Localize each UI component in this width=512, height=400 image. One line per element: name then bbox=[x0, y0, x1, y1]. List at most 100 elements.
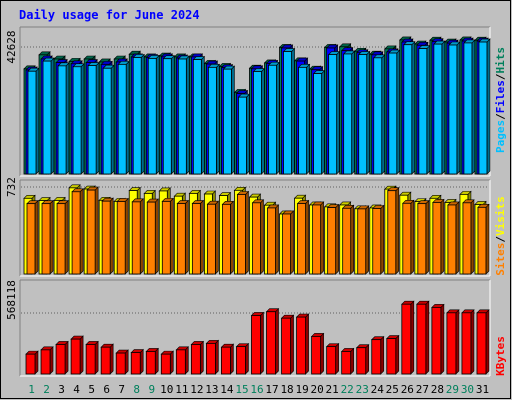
visits-bar-sites-side bbox=[455, 201, 460, 275]
hits-bar-pages bbox=[177, 55, 191, 175]
kbytes-bar-side bbox=[485, 309, 490, 375]
kbytes-bar bbox=[145, 347, 159, 375]
hits-bar-pages-face bbox=[328, 54, 338, 175]
hits-bar-pages-side bbox=[351, 50, 355, 175]
kbytes-bar-side bbox=[185, 346, 189, 375]
visits-bar-sites-side bbox=[425, 199, 430, 275]
hits-bar-pages-face bbox=[57, 65, 67, 175]
hits-bar-pages bbox=[87, 61, 100, 175]
visits-bar-sites bbox=[356, 205, 370, 275]
kbytes-bar-face bbox=[311, 336, 322, 375]
hits-bar-pages-face bbox=[448, 44, 458, 175]
kbytes-bar-face bbox=[160, 353, 171, 375]
hits-bar-pages bbox=[42, 57, 55, 175]
hits-bar-pages bbox=[252, 67, 266, 175]
hits-bar-pages-side bbox=[456, 41, 461, 175]
hits-bar-pages-face bbox=[27, 70, 37, 175]
hits-bar-pages-face bbox=[72, 66, 82, 175]
hits-bar-pages bbox=[418, 44, 431, 175]
hits-bar-pages-side bbox=[291, 47, 295, 175]
visits-bar-sites-side bbox=[410, 199, 415, 275]
day-label: 2 bbox=[43, 383, 50, 396]
day-label: 18 bbox=[280, 383, 293, 396]
hits-bar-pages-side bbox=[170, 54, 175, 175]
kbytes-bar bbox=[85, 340, 99, 375]
kbytes-bar-face bbox=[190, 344, 201, 375]
hits-bar-pages-side bbox=[426, 44, 431, 175]
day-label: 11 bbox=[175, 383, 188, 396]
kbytes-bar-side bbox=[169, 350, 174, 375]
day-label: 12 bbox=[190, 383, 203, 396]
hits-bar-pages-face bbox=[42, 60, 52, 175]
visits-bar-sites-side bbox=[380, 204, 385, 275]
visits-bar-sites-side bbox=[154, 198, 159, 275]
visits-bar-sites bbox=[41, 199, 54, 275]
kbytes-bar-face bbox=[205, 342, 216, 375]
visits-bar-sites-face bbox=[237, 194, 246, 275]
hits-bar-pages bbox=[117, 60, 130, 175]
kbytes-bar-face bbox=[476, 312, 487, 375]
hits-bar-pages bbox=[327, 50, 341, 175]
hits-bar-pages bbox=[312, 69, 326, 175]
kbytes-bar-side bbox=[154, 347, 159, 375]
kbytes-bar bbox=[190, 340, 205, 375]
kbytes-bar-face bbox=[40, 349, 51, 375]
kbytes-bar-side bbox=[124, 349, 129, 375]
day-label: 14 bbox=[220, 383, 234, 396]
visits-bar-sites bbox=[266, 204, 280, 275]
hits-bar-pages-face bbox=[147, 58, 157, 175]
hits-bar-pages-face bbox=[253, 71, 262, 175]
kbytes-bar bbox=[160, 350, 175, 375]
visits-axis-label-part: Visits bbox=[494, 196, 507, 236]
hits-bar-pages-face bbox=[223, 68, 232, 175]
hits-bar-pages bbox=[463, 39, 476, 175]
visits-bar-sites bbox=[281, 210, 295, 275]
day-label: 16 bbox=[250, 383, 263, 396]
kbytes-bar-side bbox=[395, 334, 400, 375]
visits-bar-sites-side bbox=[64, 199, 69, 275]
hits-bar-pages bbox=[373, 54, 386, 175]
visits-bar-sites-side bbox=[185, 199, 189, 275]
kbytes-bar bbox=[55, 340, 69, 375]
visits-bar-sites bbox=[341, 204, 355, 275]
day-label: 3 bbox=[58, 383, 65, 396]
visits-bar-sites-face bbox=[282, 213, 291, 275]
visits-bar-sites-face bbox=[206, 203, 216, 275]
hits-bar-pages-face bbox=[433, 43, 443, 175]
kbytes-bar bbox=[431, 303, 445, 375]
day-label: 4 bbox=[73, 383, 80, 396]
hits-bar-pages-face bbox=[132, 57, 142, 175]
visits-bar-sites-side bbox=[245, 190, 249, 275]
visits-bar-sites-face bbox=[252, 202, 261, 275]
visits-bar-sites-face bbox=[372, 208, 382, 275]
visits-bar-sites-side bbox=[215, 200, 219, 275]
visits-bar-sites bbox=[206, 200, 220, 275]
kbytes-bar-side bbox=[425, 300, 430, 375]
visits-bar-sites bbox=[176, 199, 190, 275]
hits-bar-pages-face bbox=[403, 44, 413, 175]
visits-bar-sites-face bbox=[116, 201, 126, 275]
day-label: 26 bbox=[401, 383, 414, 396]
visits-bar-sites bbox=[71, 188, 84, 275]
hits-bar-pages-side bbox=[80, 63, 85, 175]
kbytes-bar-side bbox=[365, 343, 370, 375]
hits-bar-pages-face bbox=[102, 67, 112, 175]
hits-bar-pages-face bbox=[463, 42, 473, 175]
visits-bar-sites-side bbox=[109, 197, 114, 275]
kbytes-bar-side bbox=[245, 342, 249, 375]
hits-bar-pages bbox=[297, 63, 311, 175]
visits-bar-sites-face bbox=[447, 204, 457, 275]
visits-bar-sites-side bbox=[365, 205, 370, 275]
kbytes-bar-face bbox=[100, 346, 111, 375]
hits-bar-pages-face bbox=[207, 66, 217, 175]
hits-axis-label-part: Files bbox=[494, 80, 507, 113]
visits-bar-sites-side bbox=[49, 199, 54, 275]
visits-bar-sites-face bbox=[327, 207, 337, 275]
hits-bar-pages-face bbox=[418, 48, 428, 175]
visits-bar-sites-side bbox=[470, 199, 475, 275]
visits-bar-sites-side bbox=[440, 198, 445, 275]
kbytes-bar-side bbox=[410, 300, 415, 375]
hits-bar-pages-side bbox=[471, 39, 476, 175]
kbytes-bar-side bbox=[230, 343, 234, 375]
kbytes-bar bbox=[25, 350, 39, 375]
